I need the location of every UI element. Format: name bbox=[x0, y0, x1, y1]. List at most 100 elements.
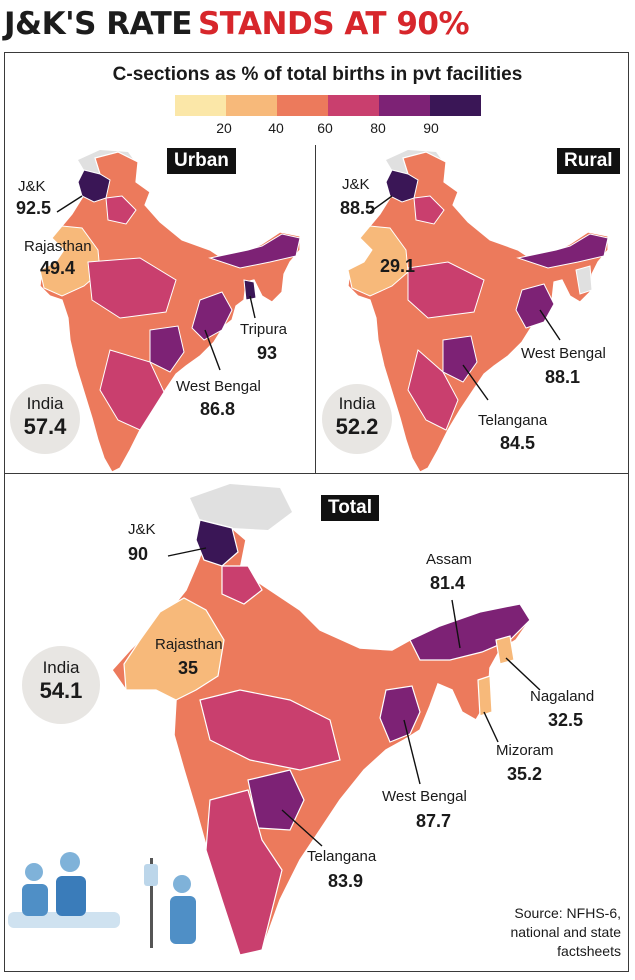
legend-tick: 20 bbox=[216, 120, 232, 136]
rural-india-value: 52.2 bbox=[335, 414, 379, 439]
rural-jk bbox=[385, 169, 419, 203]
map-subtitle: C-sections as % of total births in pvt f… bbox=[112, 64, 523, 85]
total-rajasthan bbox=[123, 597, 225, 701]
illustration-iv-stand bbox=[150, 858, 153, 948]
rural-label-value: 88.5 bbox=[340, 198, 376, 218]
legend-swatch-1 bbox=[175, 95, 226, 116]
total-label-value: 35.2 bbox=[507, 764, 543, 784]
total-label-value: 90 bbox=[128, 544, 149, 564]
rural-india-label: India bbox=[338, 394, 376, 413]
urban-india-value: 57.4 bbox=[23, 414, 67, 439]
total-mizoram-leader bbox=[483, 711, 499, 743]
total-himachal bbox=[221, 565, 263, 605]
illustration-surgeon-body bbox=[56, 876, 86, 916]
total-label-name: Assam bbox=[426, 551, 472, 568]
rural-wb-leader bbox=[539, 309, 561, 341]
legend-swatch-3 bbox=[277, 95, 328, 116]
total-label-value: 35 bbox=[178, 658, 199, 678]
total-mizoram bbox=[477, 675, 493, 717]
legend-tick: 40 bbox=[268, 120, 284, 136]
total-label-name: Mizoram bbox=[496, 742, 554, 759]
source-note: Source: NFHS-6, national and state facts… bbox=[510, 904, 621, 961]
rural-map bbox=[347, 150, 609, 473]
rural-tag: Rural bbox=[557, 148, 620, 174]
total-label-name: Telangana bbox=[307, 848, 377, 865]
total-label-value: 32.5 bbox=[548, 710, 584, 730]
illustration-iv-bag bbox=[144, 864, 158, 886]
urban-rajasthan bbox=[39, 225, 101, 297]
total-ladakh-region bbox=[190, 484, 292, 530]
urban-label-name: West Bengal bbox=[176, 378, 261, 395]
total-map bbox=[111, 484, 541, 956]
rural-telangana-leader bbox=[462, 364, 489, 401]
total-label-value: 87.7 bbox=[416, 811, 452, 831]
total-jk-leader bbox=[167, 547, 207, 557]
total-assam-leader bbox=[451, 599, 461, 649]
urban-label-value: 93 bbox=[257, 343, 278, 363]
total-label-value: 83.9 bbox=[328, 871, 364, 891]
rural-telangana bbox=[442, 335, 478, 383]
total-west-bengal bbox=[379, 685, 421, 743]
urban-jk-leader bbox=[56, 195, 83, 213]
panel-divider-vertical bbox=[315, 145, 316, 473]
legend-swatch-4 bbox=[328, 95, 379, 116]
rural-label-value: 29.1 bbox=[380, 256, 416, 276]
urban-label-name: J&K bbox=[18, 178, 46, 195]
urban-central bbox=[87, 257, 177, 319]
urban-west-bengal bbox=[191, 291, 233, 341]
rural-label-name: J&K bbox=[342, 176, 370, 193]
illustration-nurse-body bbox=[170, 896, 196, 944]
urban-label-value: 86.8 bbox=[200, 399, 236, 419]
rural-rajasthan bbox=[347, 225, 409, 297]
legend-tick: 90 bbox=[423, 120, 439, 136]
source-line: factsheets bbox=[557, 943, 621, 959]
headline: J&K'S RATE STANDS AT 90% bbox=[4, 6, 470, 42]
urban-label-name: Tripura bbox=[240, 321, 287, 338]
total-label-name: West Bengal bbox=[382, 788, 467, 805]
total-india-label: India bbox=[42, 658, 80, 677]
illustration-nurse-head bbox=[173, 875, 191, 893]
urban-label-name: Rajasthan bbox=[24, 238, 92, 255]
urban-tag: Urban bbox=[167, 148, 236, 174]
rural-india-badge: India 52.2 bbox=[322, 384, 392, 454]
illustration-doctor-head bbox=[25, 863, 43, 881]
rural-northeast bbox=[516, 233, 609, 269]
legend-tick: 80 bbox=[370, 120, 386, 136]
total-wb-leader bbox=[403, 719, 421, 785]
legend-swatch-5 bbox=[379, 95, 430, 116]
rural-label-name: West Bengal bbox=[521, 345, 606, 362]
total-nagaland bbox=[495, 635, 515, 665]
legend-swatch-2 bbox=[226, 95, 277, 116]
legend-tick: 60 bbox=[317, 120, 333, 136]
rural-label-value: 84.5 bbox=[500, 433, 536, 453]
total-telangana-leader bbox=[281, 809, 323, 847]
headline-part2: STANDS AT 90% bbox=[197, 6, 470, 42]
total-nagaland-leader bbox=[505, 657, 541, 691]
total-label-value: 81.4 bbox=[430, 573, 466, 593]
rural-label-value: 88.1 bbox=[545, 367, 581, 387]
urban-india-label: India bbox=[26, 394, 64, 413]
total-label-name: Rajasthan bbox=[155, 636, 223, 653]
rural-south bbox=[407, 349, 459, 431]
urban-label-value: 92.5 bbox=[16, 198, 52, 218]
source-line: national and state bbox=[510, 924, 621, 940]
urban-himachal bbox=[105, 195, 137, 225]
total-south bbox=[205, 789, 283, 956]
urban-map bbox=[39, 150, 301, 473]
urban-tripura-leader bbox=[249, 295, 256, 319]
rural-central bbox=[407, 261, 485, 319]
surgery-illustration bbox=[8, 852, 196, 948]
urban-telangana bbox=[149, 325, 185, 373]
legend-swatch-6 bbox=[430, 95, 481, 116]
source-line: Source: NFHS-6, bbox=[514, 905, 621, 921]
illustration-surgeon-head bbox=[60, 852, 80, 872]
total-assam bbox=[409, 603, 531, 661]
total-label-name: J&K bbox=[128, 521, 156, 538]
urban-label-value: 49.4 bbox=[40, 258, 76, 278]
rural-himachal bbox=[413, 195, 445, 225]
total-india-value: 54.1 bbox=[39, 678, 83, 703]
urban-tripura bbox=[243, 279, 257, 301]
figure-frame bbox=[4, 52, 629, 972]
urban-jk bbox=[77, 169, 111, 203]
